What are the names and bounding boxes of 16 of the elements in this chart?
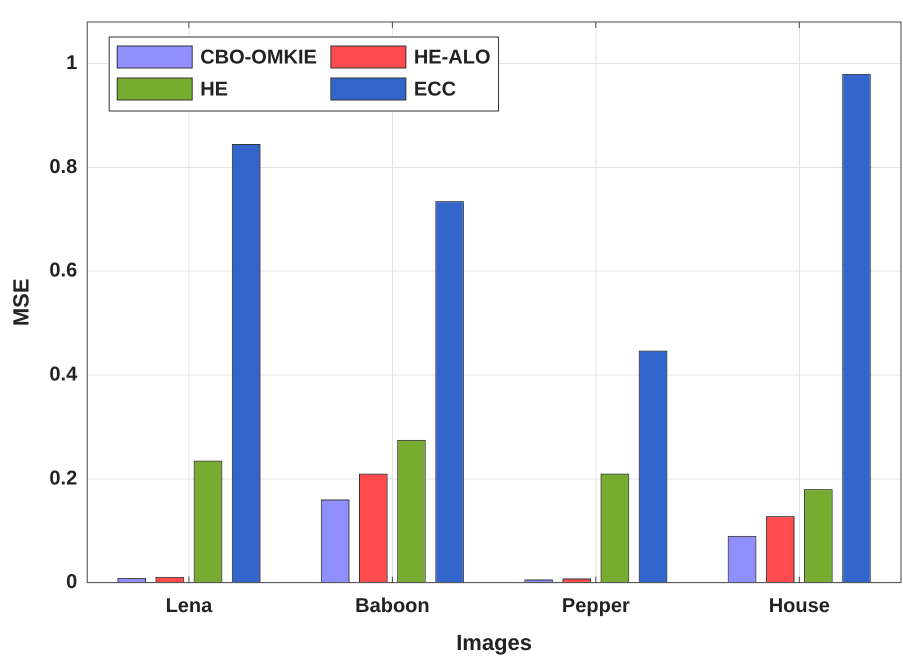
- y-tick-label: 0.6: [49, 260, 78, 282]
- x-tick-label: Lena: [166, 595, 214, 618]
- y-tick-label: 0.8: [49, 156, 78, 178]
- y-tick-label: 0.4: [49, 363, 78, 386]
- legend-label: HE-ALO: [414, 46, 491, 69]
- y-tick-label: 0: [66, 571, 78, 594]
- legend-label: HE: [200, 78, 228, 101]
- legend-label: ECC: [414, 78, 456, 101]
- x-tick-label: Pepper: [562, 595, 630, 618]
- x-axis-title: Images: [456, 630, 532, 655]
- x-tick-label: Baboon: [355, 595, 430, 618]
- y-tick-label: 0.2: [49, 467, 78, 490]
- x-tick-label: House: [768, 595, 830, 618]
- y-tick-label: 1: [66, 52, 78, 74]
- legend-label: CBO-OMKIE: [200, 46, 317, 69]
- y-axis-title: MSE: [8, 278, 34, 326]
